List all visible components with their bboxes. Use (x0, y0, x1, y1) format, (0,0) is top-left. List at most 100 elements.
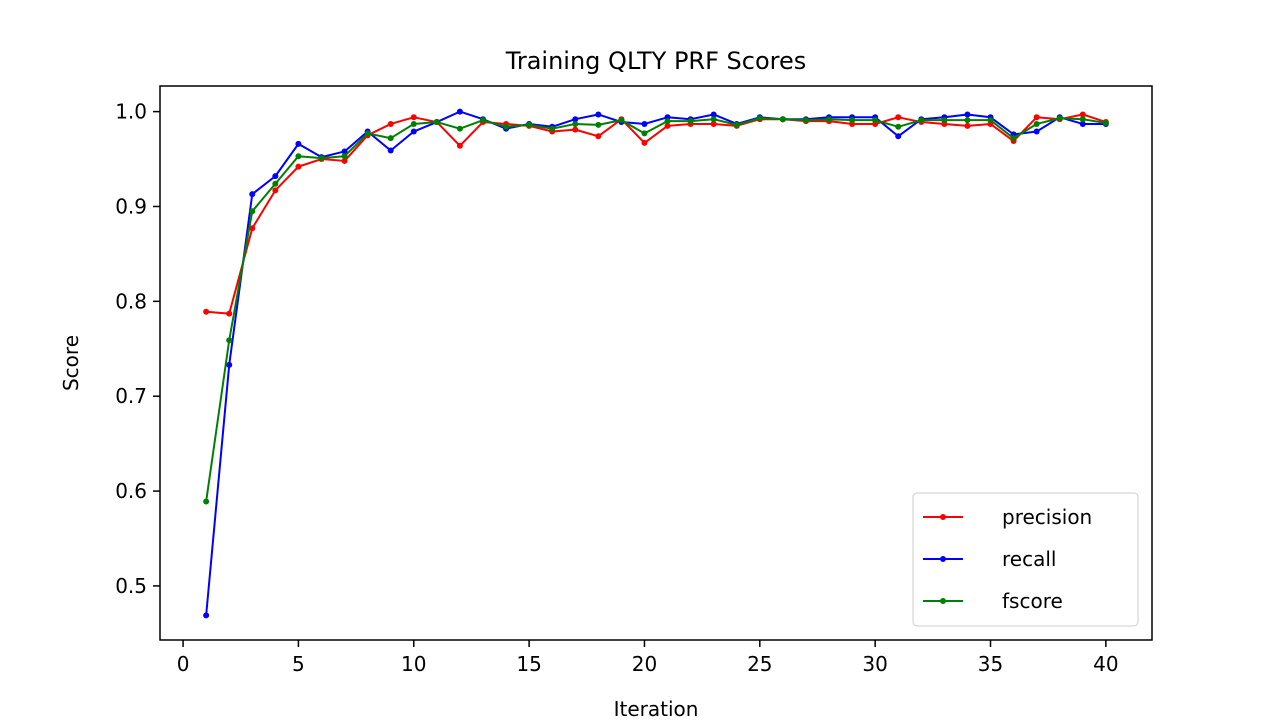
legend-entry-fscore: fscore (923, 589, 1063, 613)
legend-label: precision (1002, 505, 1092, 529)
data-point-fscore (1033, 120, 1040, 127)
data-point-fscore (710, 116, 717, 123)
data-point-fscore (595, 121, 602, 128)
data-point-precision (410, 114, 417, 121)
data-point-fscore (456, 125, 463, 132)
data-point-recall (272, 173, 279, 180)
data-point-fscore (826, 116, 833, 123)
data-point-fscore (987, 117, 994, 124)
x-tick-label: 35 (978, 652, 1003, 676)
data-point-fscore (433, 119, 440, 126)
y-tick-label: 1.0 (115, 100, 147, 124)
plot-area (203, 108, 1109, 619)
x-tick-label: 0 (177, 652, 190, 676)
data-point-fscore (756, 115, 763, 122)
data-point-fscore (479, 117, 486, 124)
data-point-precision (456, 142, 463, 149)
x-tick-label: 20 (632, 652, 657, 676)
series-line-precision (206, 113, 1107, 315)
legend-marker (940, 556, 946, 562)
series-precision (203, 111, 1109, 317)
data-point-precision (341, 157, 348, 164)
axes: 0 5 10 15 20 25 30 35 40 0.5 0.6 0.7 0.8 0.9 1.0 (115, 85, 1153, 676)
data-point-fscore (918, 117, 925, 124)
data-point-recall (1079, 120, 1086, 127)
chart-title: Training QLTY PRF Scores (505, 47, 807, 75)
data-point-recall (249, 191, 256, 198)
data-point-precision (710, 120, 717, 127)
data-point-precision (203, 308, 210, 315)
data-point-precision (249, 225, 256, 232)
data-point-precision (641, 139, 648, 146)
data-point-fscore (641, 130, 648, 137)
data-point-fscore (664, 118, 671, 125)
series-line-fscore (205, 117, 1107, 502)
data-point-fscore (226, 337, 233, 344)
data-point-precision (1033, 114, 1040, 121)
data-point-recall (1033, 128, 1040, 135)
x-axis-label: Iteration (614, 697, 699, 720)
data-point-fscore (549, 125, 556, 132)
data-point-recall (641, 120, 648, 127)
data-point-precision (595, 133, 602, 140)
data-point-fscore (779, 116, 786, 123)
x-tick-label: 25 (747, 652, 772, 676)
y-axis-label: Score (59, 335, 83, 391)
data-point-precision (387, 120, 394, 127)
y-tick-label: 0.5 (115, 574, 147, 598)
legend-box (912, 492, 1139, 627)
data-point-fscore (802, 117, 809, 124)
series-fscore (203, 115, 1109, 505)
x-tick-label: 15 (516, 652, 541, 676)
y-tick-label: 0.9 (115, 194, 147, 218)
y-tick-label: 0.7 (115, 384, 147, 408)
data-point-fscore (733, 121, 740, 128)
data-point-fscore (687, 118, 694, 125)
data-point-recall (710, 111, 717, 118)
data-point-fscore (387, 135, 394, 142)
data-point-recall (410, 128, 417, 135)
data-point-recall (203, 612, 210, 619)
x-tick-label: 5 (292, 652, 305, 676)
data-point-fscore (1056, 115, 1063, 122)
data-point-recall (895, 133, 902, 140)
data-point-fscore (364, 130, 371, 137)
data-point-fscore (249, 208, 256, 215)
data-point-fscore (295, 153, 302, 160)
data-point-precision (272, 187, 279, 194)
x-tick-label: 40 (1093, 652, 1118, 676)
y-tick-label: 0.6 (115, 479, 147, 503)
legend: precision recall fscore (912, 492, 1139, 627)
data-point-recall (387, 147, 394, 154)
data-point-fscore (618, 117, 625, 124)
data-point-fscore (272, 180, 279, 187)
data-point-precision (895, 114, 902, 121)
data-point-precision (964, 122, 971, 129)
legend-label: recall (1002, 547, 1056, 571)
data-point-fscore (941, 117, 948, 124)
data-point-recall (595, 111, 602, 118)
data-point-fscore (872, 117, 879, 124)
y-tick-label: 0.8 (115, 289, 147, 313)
legend-marker (940, 598, 946, 604)
data-point-fscore (503, 123, 510, 130)
legend-label: fscore (1002, 589, 1063, 613)
data-point-fscore (964, 117, 971, 124)
data-point-precision (664, 122, 671, 129)
data-point-recall (964, 111, 971, 118)
data-point-fscore (849, 117, 856, 124)
legend-entry-recall: recall (923, 547, 1056, 571)
data-point-fscore (341, 153, 348, 160)
data-point-fscore (410, 120, 417, 127)
data-point-precision (295, 163, 302, 170)
data-point-fscore (572, 120, 579, 127)
data-point-recall (456, 108, 463, 115)
data-point-precision (226, 310, 233, 317)
x-tick-label: 10 (401, 652, 426, 676)
x-tick-label: 30 (862, 652, 887, 676)
data-point-recall (341, 148, 348, 155)
data-point-fscore (1010, 135, 1017, 142)
data-point-recall (295, 140, 302, 147)
data-point-fscore (318, 155, 325, 162)
